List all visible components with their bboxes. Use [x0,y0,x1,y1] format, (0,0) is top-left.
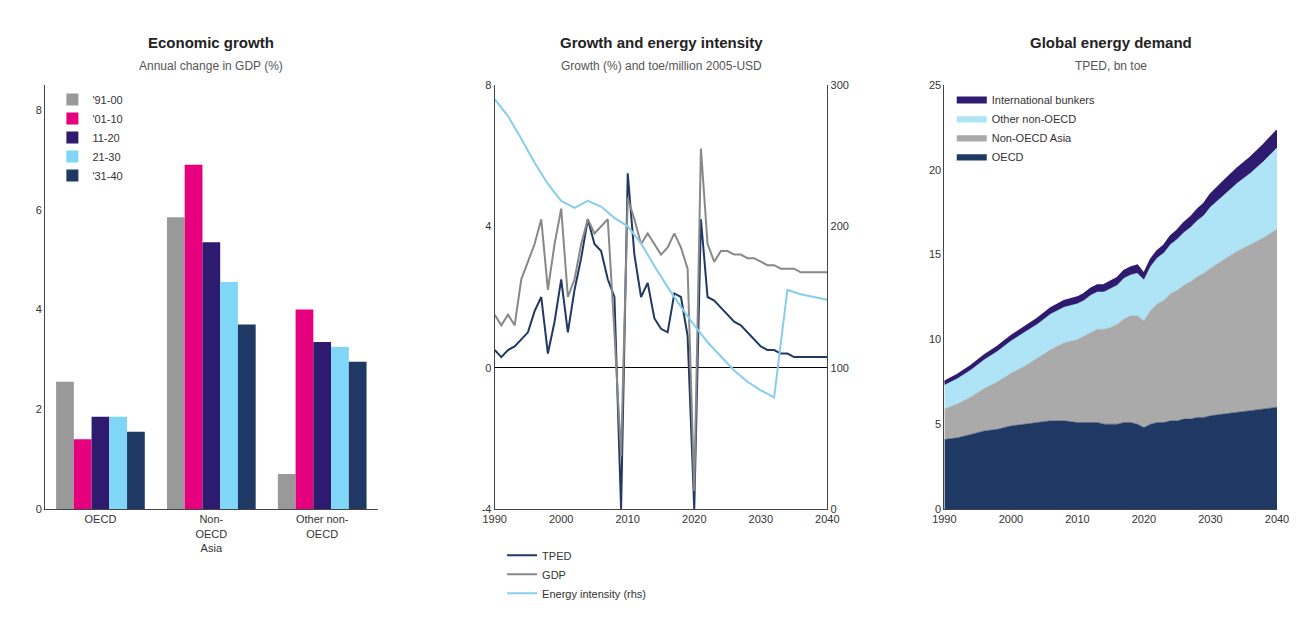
svg-text:1990: 1990 [482,513,506,525]
svg-text:0: 0 [831,503,837,515]
svg-text:4: 4 [485,220,491,232]
svg-text:6: 6 [36,204,42,216]
svg-text:200: 200 [831,220,849,232]
svg-text:Annual change in GDP (%): Annual change in GDP (%) [139,59,283,73]
svg-text:4: 4 [36,303,42,315]
svg-text:2: 2 [36,403,42,415]
svg-text:10: 10 [929,333,941,345]
svg-text:5: 5 [935,418,941,430]
svg-text:Growth and energy intensity: Growth and energy intensity [560,34,763,51]
svg-text:1990: 1990 [932,513,956,525]
svg-text:2010: 2010 [615,513,639,525]
svg-text:2020: 2020 [682,513,706,525]
svg-text:21-30: 21-30 [92,151,120,163]
svg-text:2010: 2010 [1065,513,1089,525]
svg-text:300: 300 [831,79,849,91]
svg-text:'91-00: '91-00 [92,94,122,106]
svg-text:Global energy demand: Global energy demand [1030,34,1192,51]
svg-text:'01-10: '01-10 [92,113,122,125]
svg-text:Other non-OECD: Other non-OECD [992,113,1076,125]
svg-text:International bunkers: International bunkers [992,94,1095,106]
svg-text:8: 8 [36,104,42,116]
svg-text:100: 100 [831,362,849,374]
svg-text:0: 0 [935,503,941,515]
svg-text:Non-OECDAsia: Non-OECDAsia [195,513,227,554]
svg-text:20: 20 [929,164,941,176]
svg-text:25: 25 [929,79,941,91]
svg-text:Energy intensity (rhs): Energy intensity (rhs) [542,588,646,600]
svg-text:2000: 2000 [549,513,573,525]
svg-text:2020: 2020 [1132,513,1156,525]
svg-text:0: 0 [485,362,491,374]
svg-text:2040: 2040 [1265,513,1289,525]
svg-text:2000: 2000 [999,513,1023,525]
svg-text:11-20: 11-20 [92,132,119,144]
svg-text:8: 8 [485,79,491,91]
svg-text:-4: -4 [482,503,492,515]
svg-text:OECD: OECD [85,513,117,525]
svg-text:TPED, bn toe: TPED, bn toe [1075,59,1147,73]
svg-text:TPED: TPED [542,550,571,562]
svg-text:2040: 2040 [815,513,839,525]
svg-text:OECD: OECD [992,151,1024,163]
svg-text:Non-OECD Asia: Non-OECD Asia [992,132,1072,144]
svg-text:'31-40: '31-40 [92,170,122,182]
svg-text:GDP: GDP [542,569,566,581]
svg-text:Other non-OECD: Other non-OECD [296,513,349,539]
svg-text:2030: 2030 [1198,513,1222,525]
svg-text:2030: 2030 [749,513,773,525]
svg-text:Growth (%) and toe/million 200: Growth (%) and toe/million 2005-USD [561,59,762,73]
svg-text:0: 0 [36,503,42,515]
svg-text:15: 15 [929,248,941,260]
svg-text:Economic growth: Economic growth [148,34,274,51]
